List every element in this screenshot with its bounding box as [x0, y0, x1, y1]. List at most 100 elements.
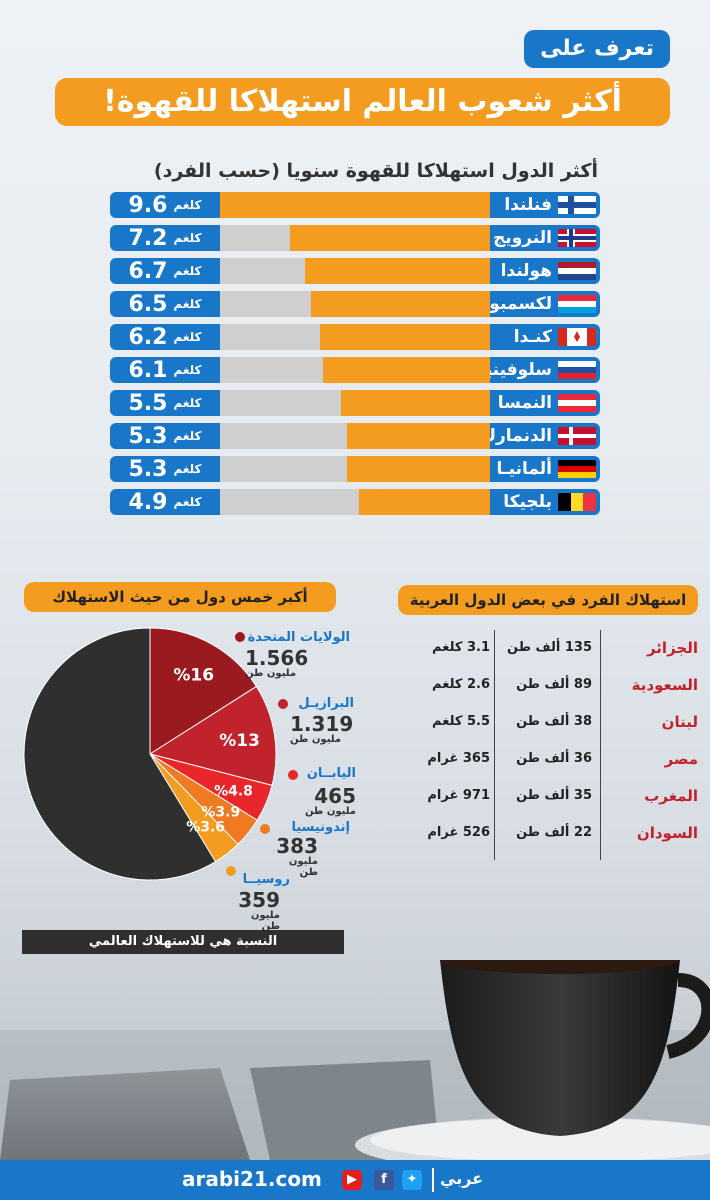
bar-value-unit: كلغم	[173, 297, 202, 311]
bar-track	[206, 192, 506, 218]
arab-table: الجزائر 135 ألف طن 3.1 كلغم السعودية 89 ألف …	[408, 630, 698, 860]
bar-row: 6.7 كلغم هولندا	[110, 258, 600, 284]
bar-value-number: 4.9	[128, 489, 168, 515]
pie-callout-name: البرازيـل	[298, 696, 354, 711]
bar-fill	[320, 324, 506, 350]
bar-value-unit: كلغم	[173, 495, 202, 509]
bar-value: 6.5 كلغم	[110, 291, 220, 317]
table-total: 35 ألف طن	[516, 788, 592, 803]
norway-flag	[558, 229, 596, 247]
us-dot	[235, 632, 245, 642]
bar-value: 6.7 كلغم	[110, 258, 220, 284]
table-per-capita: 3.1 كلغم	[432, 640, 490, 655]
bar-track	[206, 489, 506, 515]
table-total: 89 ألف طن	[516, 677, 592, 692]
bar-track	[206, 225, 506, 251]
facebook-icon[interactable]: f	[374, 1170, 394, 1190]
pie-slice-label: %3.9	[201, 805, 240, 821]
pie-slice	[149, 627, 258, 755]
bar-fill	[359, 489, 506, 515]
pie-callout-unit: مليون طن	[304, 806, 356, 817]
pie-slice-label: %3.6	[186, 820, 225, 836]
pie-callout-japan: اليابــان	[296, 766, 356, 781]
table-per-capita: 526 غرام	[427, 825, 490, 840]
bar-fill	[347, 456, 506, 482]
bar-value-unit: كلغم	[173, 330, 202, 344]
table-country: الجزائر	[646, 639, 698, 657]
coffee-cup-illustration	[0, 960, 710, 1160]
brand-logo: عربي	[440, 1169, 484, 1188]
bar-fill	[341, 390, 506, 416]
pie-callout-name: إندونيسيا	[291, 820, 350, 835]
austria-flag	[558, 394, 596, 412]
table-row: لبنان 38 ألف طن 5.5 كلغم	[408, 704, 698, 740]
bar-track	[206, 324, 506, 350]
bar-fill	[311, 291, 506, 317]
pie-callout-unit: مليون طن	[290, 734, 342, 745]
bar-track	[206, 258, 506, 284]
bar-value-unit: كلغم	[173, 396, 202, 410]
bar-track	[206, 357, 506, 383]
pie-note: النسبة هي للاستهلاك العالمي	[22, 930, 344, 954]
netherlands-flag	[558, 262, 596, 280]
bar-value-number: 6.2	[128, 324, 168, 350]
table-row: السعودية 89 ألف طن 2.6 كلغم	[408, 667, 698, 703]
pie-callout-amount: 1.566	[245, 646, 309, 670]
page-title: أكثر شعوب العالم استهلاكا للقهوة!	[55, 78, 670, 126]
bar-value: 6.2 كلغم	[110, 324, 220, 350]
finland-flag	[558, 196, 596, 214]
indonesia-dot	[260, 824, 270, 834]
header-kicker: تعرف على	[524, 30, 670, 68]
bar-value-number: 5.3	[128, 456, 168, 482]
denmark-flag	[558, 427, 596, 445]
table-row: الجزائر 135 ألف طن 3.1 كلغم	[408, 630, 698, 666]
pie-callout-russia: روسيــا	[228, 872, 290, 887]
table-country: السودان	[636, 824, 698, 842]
bar-fill	[290, 225, 506, 251]
pie-slice-label: %4.8	[214, 784, 253, 800]
bar-fill	[347, 423, 506, 449]
bar-row: 5.3كلغمالدنمارك	[110, 423, 600, 449]
pie-callout-unit: مليون طن	[245, 668, 297, 679]
bar-value-unit: كلغم	[173, 429, 202, 443]
bar-row: 9.6 كلغم فنلندا	[110, 192, 600, 218]
bar-value: 4.9 كلغم	[110, 489, 220, 515]
bar-value-number: 9.6	[128, 192, 168, 218]
canada-flag	[558, 328, 596, 346]
table-divider	[494, 630, 495, 860]
pie-callout-amount: 359	[238, 888, 280, 912]
table-per-capita: 2.6 كلغم	[432, 677, 490, 692]
table-country: لبنان	[661, 713, 698, 731]
bar-track	[206, 390, 506, 416]
site-link[interactable]: arabi21.com	[182, 1167, 322, 1191]
bar-value-unit: كلغم	[173, 198, 202, 212]
pie-callout-amount: 465	[314, 784, 356, 808]
bar-value-number: 5.3	[128, 423, 168, 449]
bar-value: 7.2 كلغم	[110, 225, 220, 251]
pie-callout-name: الولايات المتحدة	[247, 630, 350, 645]
bar-fill	[305, 258, 506, 284]
luxembourg-flag	[558, 295, 596, 313]
bar-value-unit: كلغم	[173, 264, 202, 278]
bar-row: 7.2 كلغم النرويج	[110, 225, 600, 251]
table-row: المغرب 35 ألف طن 971 غرام	[408, 778, 698, 814]
bar-chart-title: أكثر الدول استهلاكا للقهوة سنويا (حسب ال…	[153, 160, 598, 182]
twitter-icon[interactable]: ✦	[402, 1170, 422, 1190]
table-total: 135 ألف طن	[507, 640, 592, 655]
pie-callout-name: روسيــا	[242, 872, 290, 887]
pie-callout-unit: مليون طن	[288, 856, 318, 878]
bar-country-label: كنـدا	[490, 324, 600, 350]
youtube-icon[interactable]: ▶	[342, 1170, 362, 1190]
table-country: مصر	[664, 750, 698, 768]
bar-track	[206, 291, 506, 317]
bar-value-unit: كلغم	[173, 231, 202, 245]
footer-bar: arabi21.com ▶ f ✦ عربي	[0, 1160, 710, 1200]
bar-row: 5.3 كلغم ألمانيـا	[110, 456, 600, 482]
pie-callout-unit: مليون طن	[250, 910, 280, 932]
germany-flag	[558, 460, 596, 478]
bar-value-number: 7.2	[128, 225, 168, 251]
brazil-dot	[278, 699, 288, 709]
slovenia-flag	[558, 361, 596, 379]
bar-value: 9.6 كلغم	[110, 192, 220, 218]
table-divider	[600, 630, 601, 860]
